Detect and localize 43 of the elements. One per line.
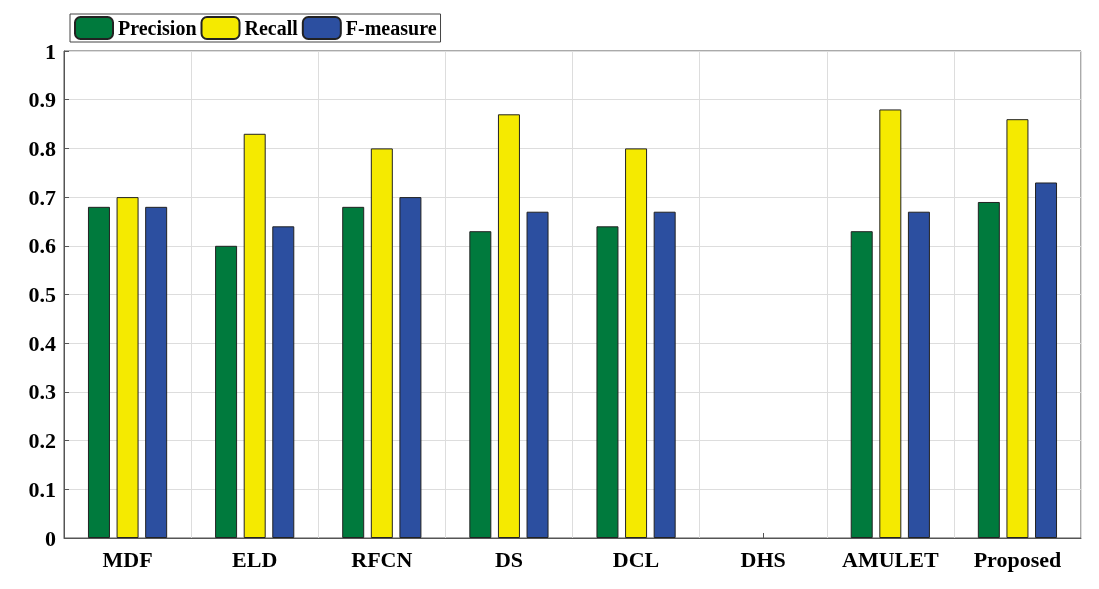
bar [399, 197, 422, 538]
y-tick-label: 0.1 [28, 476, 56, 502]
bar [215, 245, 238, 538]
bar [497, 114, 520, 538]
bar [116, 197, 139, 538]
x-tick-label: RFCN [351, 546, 413, 572]
y-tick-label: 0.7 [28, 184, 56, 210]
y-tick-label: 0.3 [28, 379, 56, 405]
bar [625, 148, 648, 538]
x-tick-label: MDF [102, 546, 153, 572]
bar [879, 109, 902, 538]
y-tick-label: 0.5 [28, 282, 56, 307]
bar [596, 226, 619, 538]
bar [977, 201, 1000, 538]
x-tick-label: DCL [612, 546, 660, 572]
y-tick-label: 1 [45, 38, 56, 64]
x-tick-label: DHS [740, 546, 786, 572]
bar [469, 231, 492, 538]
y-tick-label: 0.2 [28, 428, 56, 454]
bar [145, 206, 168, 538]
bar [653, 211, 676, 538]
y-tick-label: 0 [45, 525, 56, 551]
bar [850, 231, 873, 538]
x-tick-label: AMULET [842, 546, 939, 572]
bar [243, 133, 266, 538]
bar [272, 226, 295, 538]
bar [907, 211, 930, 538]
legend-label: F-measure [345, 17, 437, 39]
y-tick-label: 0.8 [28, 135, 56, 161]
y-tick-label: 0.6 [28, 233, 56, 259]
bar [1006, 119, 1029, 538]
y-tick-label: 0.4 [28, 330, 56, 356]
legend-label: Precision [118, 17, 197, 39]
bar [526, 211, 549, 538]
x-tick-label: Proposed [973, 546, 1062, 572]
bar [370, 148, 393, 538]
bar [342, 206, 365, 538]
y-tick-label: 0.9 [28, 87, 56, 113]
x-tick-label: DS [494, 546, 523, 572]
bar [1035, 182, 1058, 538]
x-tick-label: ELD [232, 546, 278, 572]
legend-label: Recall [244, 17, 299, 39]
bar [87, 206, 110, 538]
